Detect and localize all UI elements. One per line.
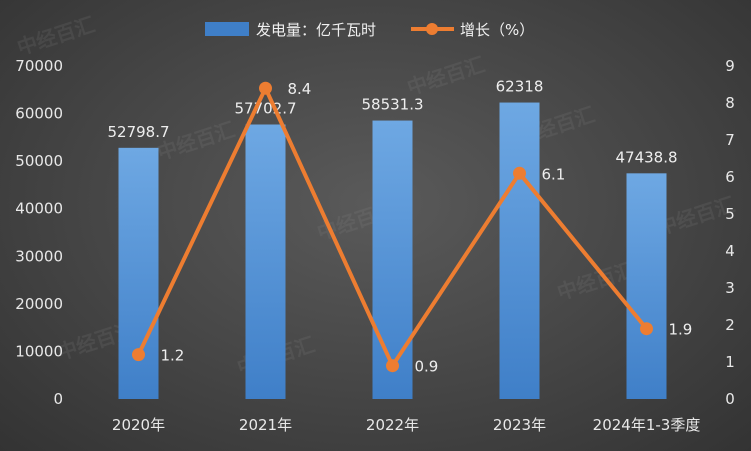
watermark-text: 中经百汇: [404, 52, 488, 100]
bar: [245, 124, 286, 400]
left-axis-tick-label: 70000: [15, 57, 63, 75]
right-axis-tick-label: 7: [725, 131, 735, 149]
left-axis-tick-label: 0: [53, 390, 63, 408]
right-axis-tick-label: 3: [725, 279, 735, 297]
bar-value-label: 47438.8: [615, 148, 677, 166]
right-axis-tick-label: 1: [725, 353, 735, 371]
left-axis-tick-label: 40000: [15, 200, 63, 218]
left-axis-tick-label: 20000: [15, 295, 63, 313]
left-axis-tick-label: 60000: [15, 105, 63, 123]
bar-data-labels: 52798.7 57702.7 58531.3 62318 47438.8: [107, 78, 677, 167]
bar: [499, 102, 540, 399]
right-axis-tick-label: 8: [725, 94, 735, 112]
line-marker: [259, 81, 272, 95]
left-axis-tick-label: 50000: [15, 152, 63, 170]
right-axis-tick-label: 5: [725, 205, 735, 223]
line-value-label: 6.1: [542, 165, 566, 183]
line-marker: [132, 348, 145, 362]
line-marker: [513, 166, 526, 180]
line-data-labels: 1.2 8.4 0.9 6.1 1.9: [161, 80, 693, 376]
line-value-label: 0.9: [415, 358, 439, 376]
x-axis-category-label: 2024年1-3季度: [593, 416, 701, 434]
right-axis-tick-label: 2: [725, 316, 735, 334]
right-axis-ticks: 0 1 2 3 4 5 6 7 8 9: [725, 57, 735, 408]
bar: [118, 147, 159, 399]
x-axis-ticks: 2020年 2021年 2022年 2023年 2024年1-3季度: [112, 416, 700, 434]
bar-value-label: 62318: [496, 78, 544, 96]
line-value-label: 8.4: [288, 80, 312, 98]
right-axis-tick-label: 9: [725, 57, 735, 75]
line-series: [132, 81, 653, 373]
x-axis-category-label: 2023年: [493, 416, 546, 434]
bar: [626, 173, 667, 399]
line-marker: [386, 359, 399, 373]
legend-line-label: 增长（%）: [460, 21, 534, 39]
line-value-label: 1.9: [669, 321, 693, 339]
legend-bar-label: 发电量：亿千瓦时: [256, 21, 376, 39]
right-axis-tick-label: 6: [725, 168, 735, 186]
left-axis-ticks: 0 10000 20000 30000 40000 50000 60000 70000: [15, 57, 63, 408]
x-axis-category-label: 2020年: [112, 416, 165, 434]
line-value-label: 1.2: [161, 347, 185, 365]
legend-bar-swatch: [205, 22, 249, 36]
bar-series: [118, 102, 667, 400]
bar: [372, 120, 413, 400]
x-axis-category-label: 2022年: [366, 416, 419, 434]
x-axis-category-label: 2021年: [239, 416, 292, 434]
legend-line-marker: [426, 23, 438, 35]
left-axis-tick-label: 10000: [15, 342, 63, 360]
bar-value-label: 58531.3: [361, 96, 423, 114]
right-axis-tick-label: 0: [725, 390, 735, 408]
line-marker: [640, 322, 653, 336]
legend: 发电量：亿千瓦时 增长（%）: [205, 21, 534, 39]
left-axis-tick-label: 30000: [15, 247, 63, 265]
right-axis-tick-label: 4: [725, 242, 735, 260]
bar-value-label: 57702.7: [234, 100, 296, 118]
bar-value-label: 52798.7: [107, 123, 169, 141]
watermark-text: 中经百汇: [14, 12, 98, 60]
